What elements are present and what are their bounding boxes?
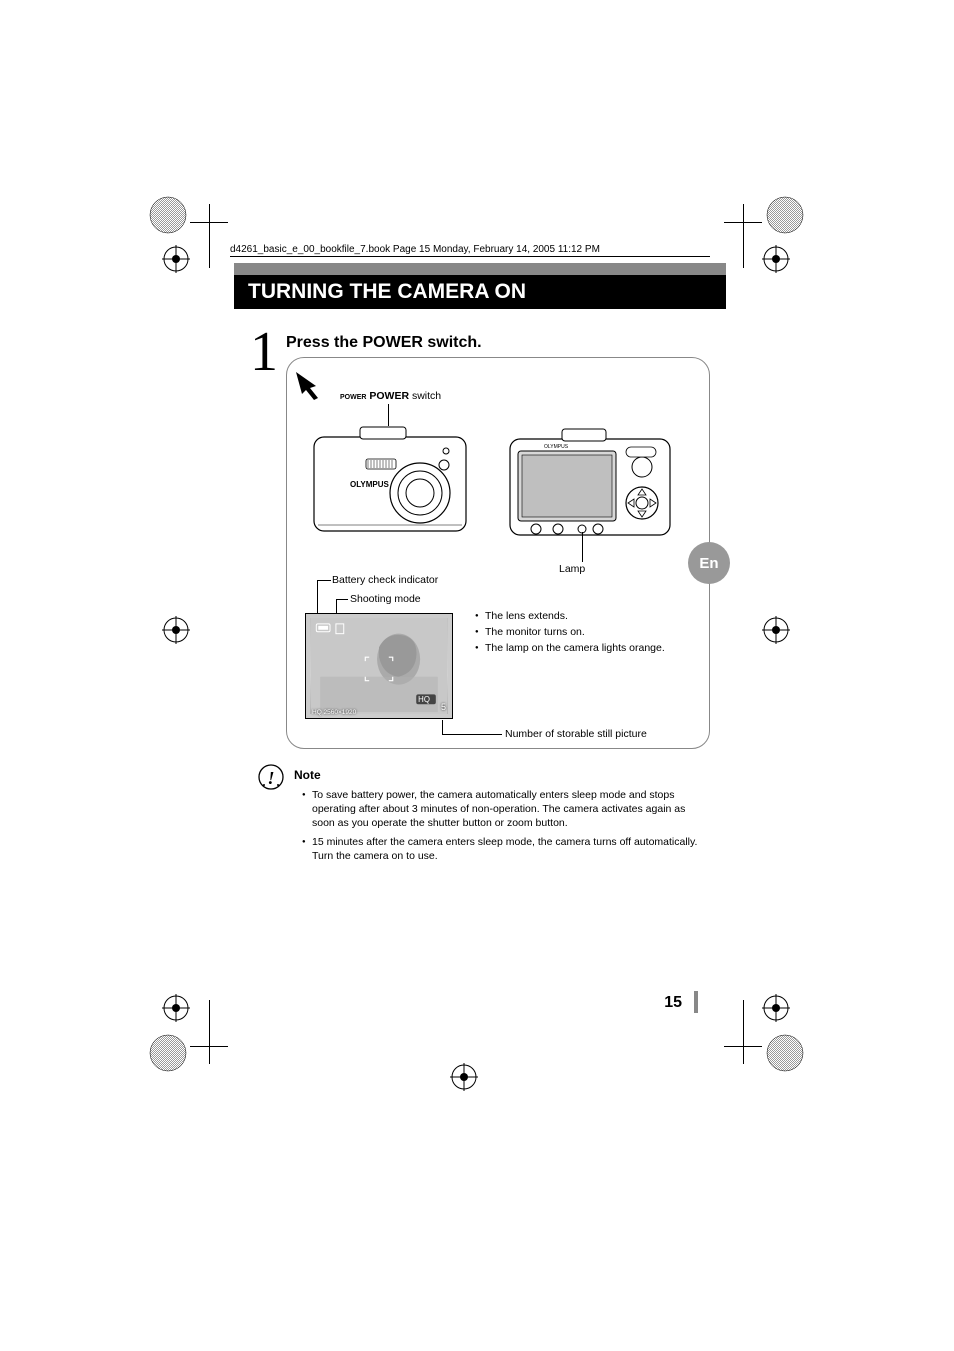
svg-text:OLYMPUS: OLYMPUS <box>544 444 569 450</box>
bullet-item: The monitor turns on. <box>475 626 695 638</box>
reg-mark-bl-inner <box>162 994 190 1022</box>
note-icon: ! <box>258 764 284 790</box>
crop-br-v <box>743 1000 744 1064</box>
monitor-hq-text: HQ 2560×1920 <box>312 709 356 716</box>
step-number: 1 <box>250 320 278 384</box>
crop-bl-h <box>190 1046 228 1047</box>
reg-mark-mr <box>762 616 790 644</box>
page-number: 15 <box>664 994 682 1012</box>
storable-line-h <box>442 734 502 735</box>
shooting-line-h <box>336 599 348 600</box>
print-header: d4261_basic_e_00_bookfile_7.book Page 15… <box>230 244 710 257</box>
reg-mark-bl-outer <box>148 1033 188 1073</box>
power-bold-text: POWER <box>369 390 409 402</box>
step-title: Press the POWER switch. <box>286 334 482 352</box>
monitor-count: 5 <box>441 702 446 712</box>
power-small-text: POWER <box>340 394 366 401</box>
crop-tl-h <box>190 222 228 223</box>
storable-label: Number of storable still picture <box>505 728 647 740</box>
crop-tr-h <box>724 222 762 223</box>
reg-mark-ml <box>162 616 190 644</box>
svg-text:!: ! <box>267 768 274 788</box>
storable-line-v <box>442 720 443 734</box>
reg-mark-tl-outer <box>148 195 188 235</box>
language-tab: En <box>688 542 730 584</box>
power-switch-label: POWER POWER switch <box>340 390 441 402</box>
title-bg-gray <box>234 263 726 275</box>
monitor-preview: HQ HQ 2560×1920 5 <box>305 613 453 719</box>
svg-text:OLYMPUS: OLYMPUS <box>350 480 389 489</box>
monitor-image: HQ <box>310 618 448 714</box>
reg-mark-br-inner <box>762 994 790 1022</box>
crop-tr-v <box>743 204 744 268</box>
page-number-bar <box>694 991 698 1013</box>
svg-text:HQ: HQ <box>418 695 430 704</box>
camera-front-drawing: OLYMPUS <box>312 425 468 535</box>
note-title: Note <box>294 768 321 782</box>
reg-mark-bm <box>450 1063 478 1091</box>
camera-back-drawing: OLYMPUS <box>508 425 672 539</box>
bullet-item: The lens extends. <box>475 610 695 622</box>
lamp-line <box>582 532 583 562</box>
battery-line-h <box>317 580 331 581</box>
crop-br-h <box>724 1046 762 1047</box>
reg-mark-tl-inner <box>162 245 190 273</box>
lamp-label: Lamp <box>559 563 585 575</box>
section-title-bar: TURNING THE CAMERA ON <box>234 275 726 309</box>
crop-bl-v <box>209 1000 210 1064</box>
power-suffix: switch <box>409 390 441 402</box>
note-item: 15 minutes after the camera enters sleep… <box>302 835 702 863</box>
effect-list: The lens extends. The monitor turns on. … <box>475 610 695 658</box>
language-code: En <box>699 555 718 572</box>
reg-mark-br-outer <box>765 1033 805 1073</box>
note-list: To save battery power, the camera automa… <box>302 788 702 867</box>
note-item: To save battery power, the camera automa… <box>302 788 702 831</box>
crop-tl-v <box>209 204 210 268</box>
shooting-label: Shooting mode <box>350 593 421 605</box>
reg-mark-tr-inner <box>762 245 790 273</box>
battery-label: Battery check indicator <box>332 574 438 586</box>
arrow-icon <box>292 368 328 409</box>
reg-mark-tr-outer <box>765 195 805 235</box>
power-label-line <box>388 404 389 426</box>
section-title: TURNING THE CAMERA ON <box>248 280 526 304</box>
bullet-item: The lamp on the camera lights orange. <box>475 642 695 654</box>
manual-page: d4261_basic_e_00_bookfile_7.book Page 15… <box>0 0 954 1351</box>
